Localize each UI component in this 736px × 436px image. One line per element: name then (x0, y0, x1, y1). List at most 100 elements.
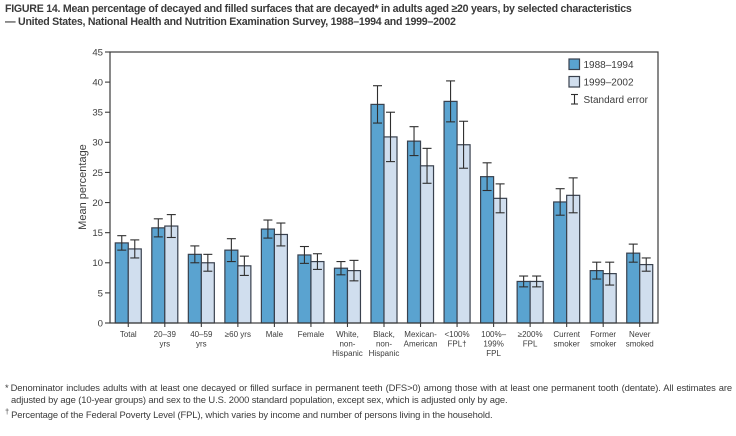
x-axis-label: Total (120, 330, 137, 339)
x-axis-label: Male (266, 330, 284, 339)
footnote-dagger-marker: † (5, 406, 10, 416)
y-tick-label: 5 (98, 288, 103, 299)
bar (626, 252, 641, 324)
error-bar (605, 261, 615, 286)
x-axis-label: Never (629, 330, 651, 339)
error-bar (299, 245, 309, 264)
bar (529, 280, 544, 324)
legend-label: 1999–2002 (584, 78, 634, 89)
x-axis-label: Current (553, 330, 580, 339)
error-bar (532, 275, 542, 288)
legend-label: 1988–1994 (584, 60, 634, 71)
bar (164, 225, 179, 324)
bar (273, 233, 288, 324)
figure-title-line2: — United States, National Health and Nut… (5, 16, 456, 29)
y-tick-label: 40 (92, 78, 103, 89)
bar (553, 201, 568, 324)
x-axis-label: yrs (159, 340, 170, 349)
error-bar (190, 245, 200, 264)
error-bar (203, 253, 213, 272)
figure-title-line1: FIGURE 14. Mean percentage of decayed an… (5, 3, 632, 15)
x-axis-label: non- (339, 340, 355, 349)
legend-swatch-series_1988 (568, 58, 581, 71)
error-bar (495, 183, 505, 214)
x-axis-label: Hispanic (369, 349, 400, 358)
legend-errorbar-icon (571, 93, 578, 105)
x-axis-label: 20–39 (154, 330, 177, 339)
bar (260, 228, 275, 324)
bar (127, 248, 142, 324)
error-bar (422, 147, 432, 184)
bar (516, 280, 531, 324)
error-bar (349, 259, 359, 282)
x-axis-label: smoker (590, 340, 617, 349)
x-axis-label: Hispanic (332, 349, 363, 358)
footnotes: * Denominator includes adults with at lea… (5, 382, 732, 421)
bar (151, 227, 166, 324)
error-bar (555, 188, 565, 216)
legend-swatch-series_1999 (568, 75, 581, 88)
error-bar (276, 222, 286, 247)
x-axis-label: Mexican- (404, 330, 437, 339)
error-bar (519, 275, 529, 288)
y-tick-label: 10 (92, 258, 103, 269)
footnote-denominator: * Denominator includes adults with at lea… (5, 382, 732, 406)
bars-layer (114, 100, 654, 324)
y-axis-title: Mean percentage (77, 144, 89, 230)
y-tick-label: 25 (92, 168, 103, 179)
bar (493, 197, 508, 324)
footnote-fpl: † Percentage of the Federal Poverty Level… (5, 406, 732, 421)
x-axis-label: smoker (554, 340, 581, 349)
error-bar (482, 162, 492, 192)
error-bar (386, 111, 395, 163)
error-bar (312, 253, 322, 270)
x-axis-label: non- (376, 340, 392, 349)
error-bar (226, 238, 236, 263)
x-axis-label: Black, (373, 330, 395, 339)
error-bar (459, 120, 469, 169)
error-bar (446, 80, 456, 123)
error-bar (130, 239, 140, 259)
bar (310, 260, 325, 324)
bar (639, 263, 654, 324)
x-axis-label: 40–59 (190, 330, 213, 339)
bar (370, 103, 385, 324)
bar (200, 262, 215, 324)
x-axis-label: ≥60 yrs (225, 330, 251, 339)
y-tick-label: 20 (92, 198, 103, 209)
figure-title: FIGURE 14. Mean percentage of decayed an… (5, 3, 734, 30)
x-axis-label: White, (336, 330, 359, 339)
bar (187, 253, 202, 324)
error-bar (592, 261, 602, 280)
x-axis-label: FPL (523, 340, 538, 349)
bar (297, 254, 312, 324)
x-axis-label: Female (298, 330, 325, 339)
error-bar (568, 177, 578, 214)
footnote-asterisk-marker: * (5, 382, 9, 393)
footnote-asterisk-text: Denominator includes adults with at leas… (10, 382, 733, 405)
error-bar (373, 85, 382, 124)
footnote-dagger-text: Percentage of the Federal Poverty Level … (11, 408, 493, 420)
bar (406, 140, 422, 324)
y-tick-label: 35 (92, 108, 103, 119)
error-bar (628, 243, 638, 263)
x-axis-label: Former (590, 330, 616, 339)
legend-label: Standard error (584, 95, 649, 106)
y-tick-label: 0 (98, 318, 103, 329)
error-bar (409, 126, 419, 157)
bar (383, 136, 398, 324)
x-axis-label: FPL (486, 349, 501, 358)
x-axis-label: American (404, 340, 438, 349)
error-bar (336, 261, 346, 276)
bar (480, 176, 495, 324)
error-bars-layer (117, 80, 651, 288)
error-bar (239, 255, 249, 276)
error-bar (153, 218, 163, 238)
bar (566, 194, 581, 324)
error-bar (166, 214, 176, 239)
bar (419, 165, 435, 324)
x-axis-label: 100%– (481, 330, 506, 339)
bar (114, 242, 129, 324)
error-bar (641, 257, 651, 272)
